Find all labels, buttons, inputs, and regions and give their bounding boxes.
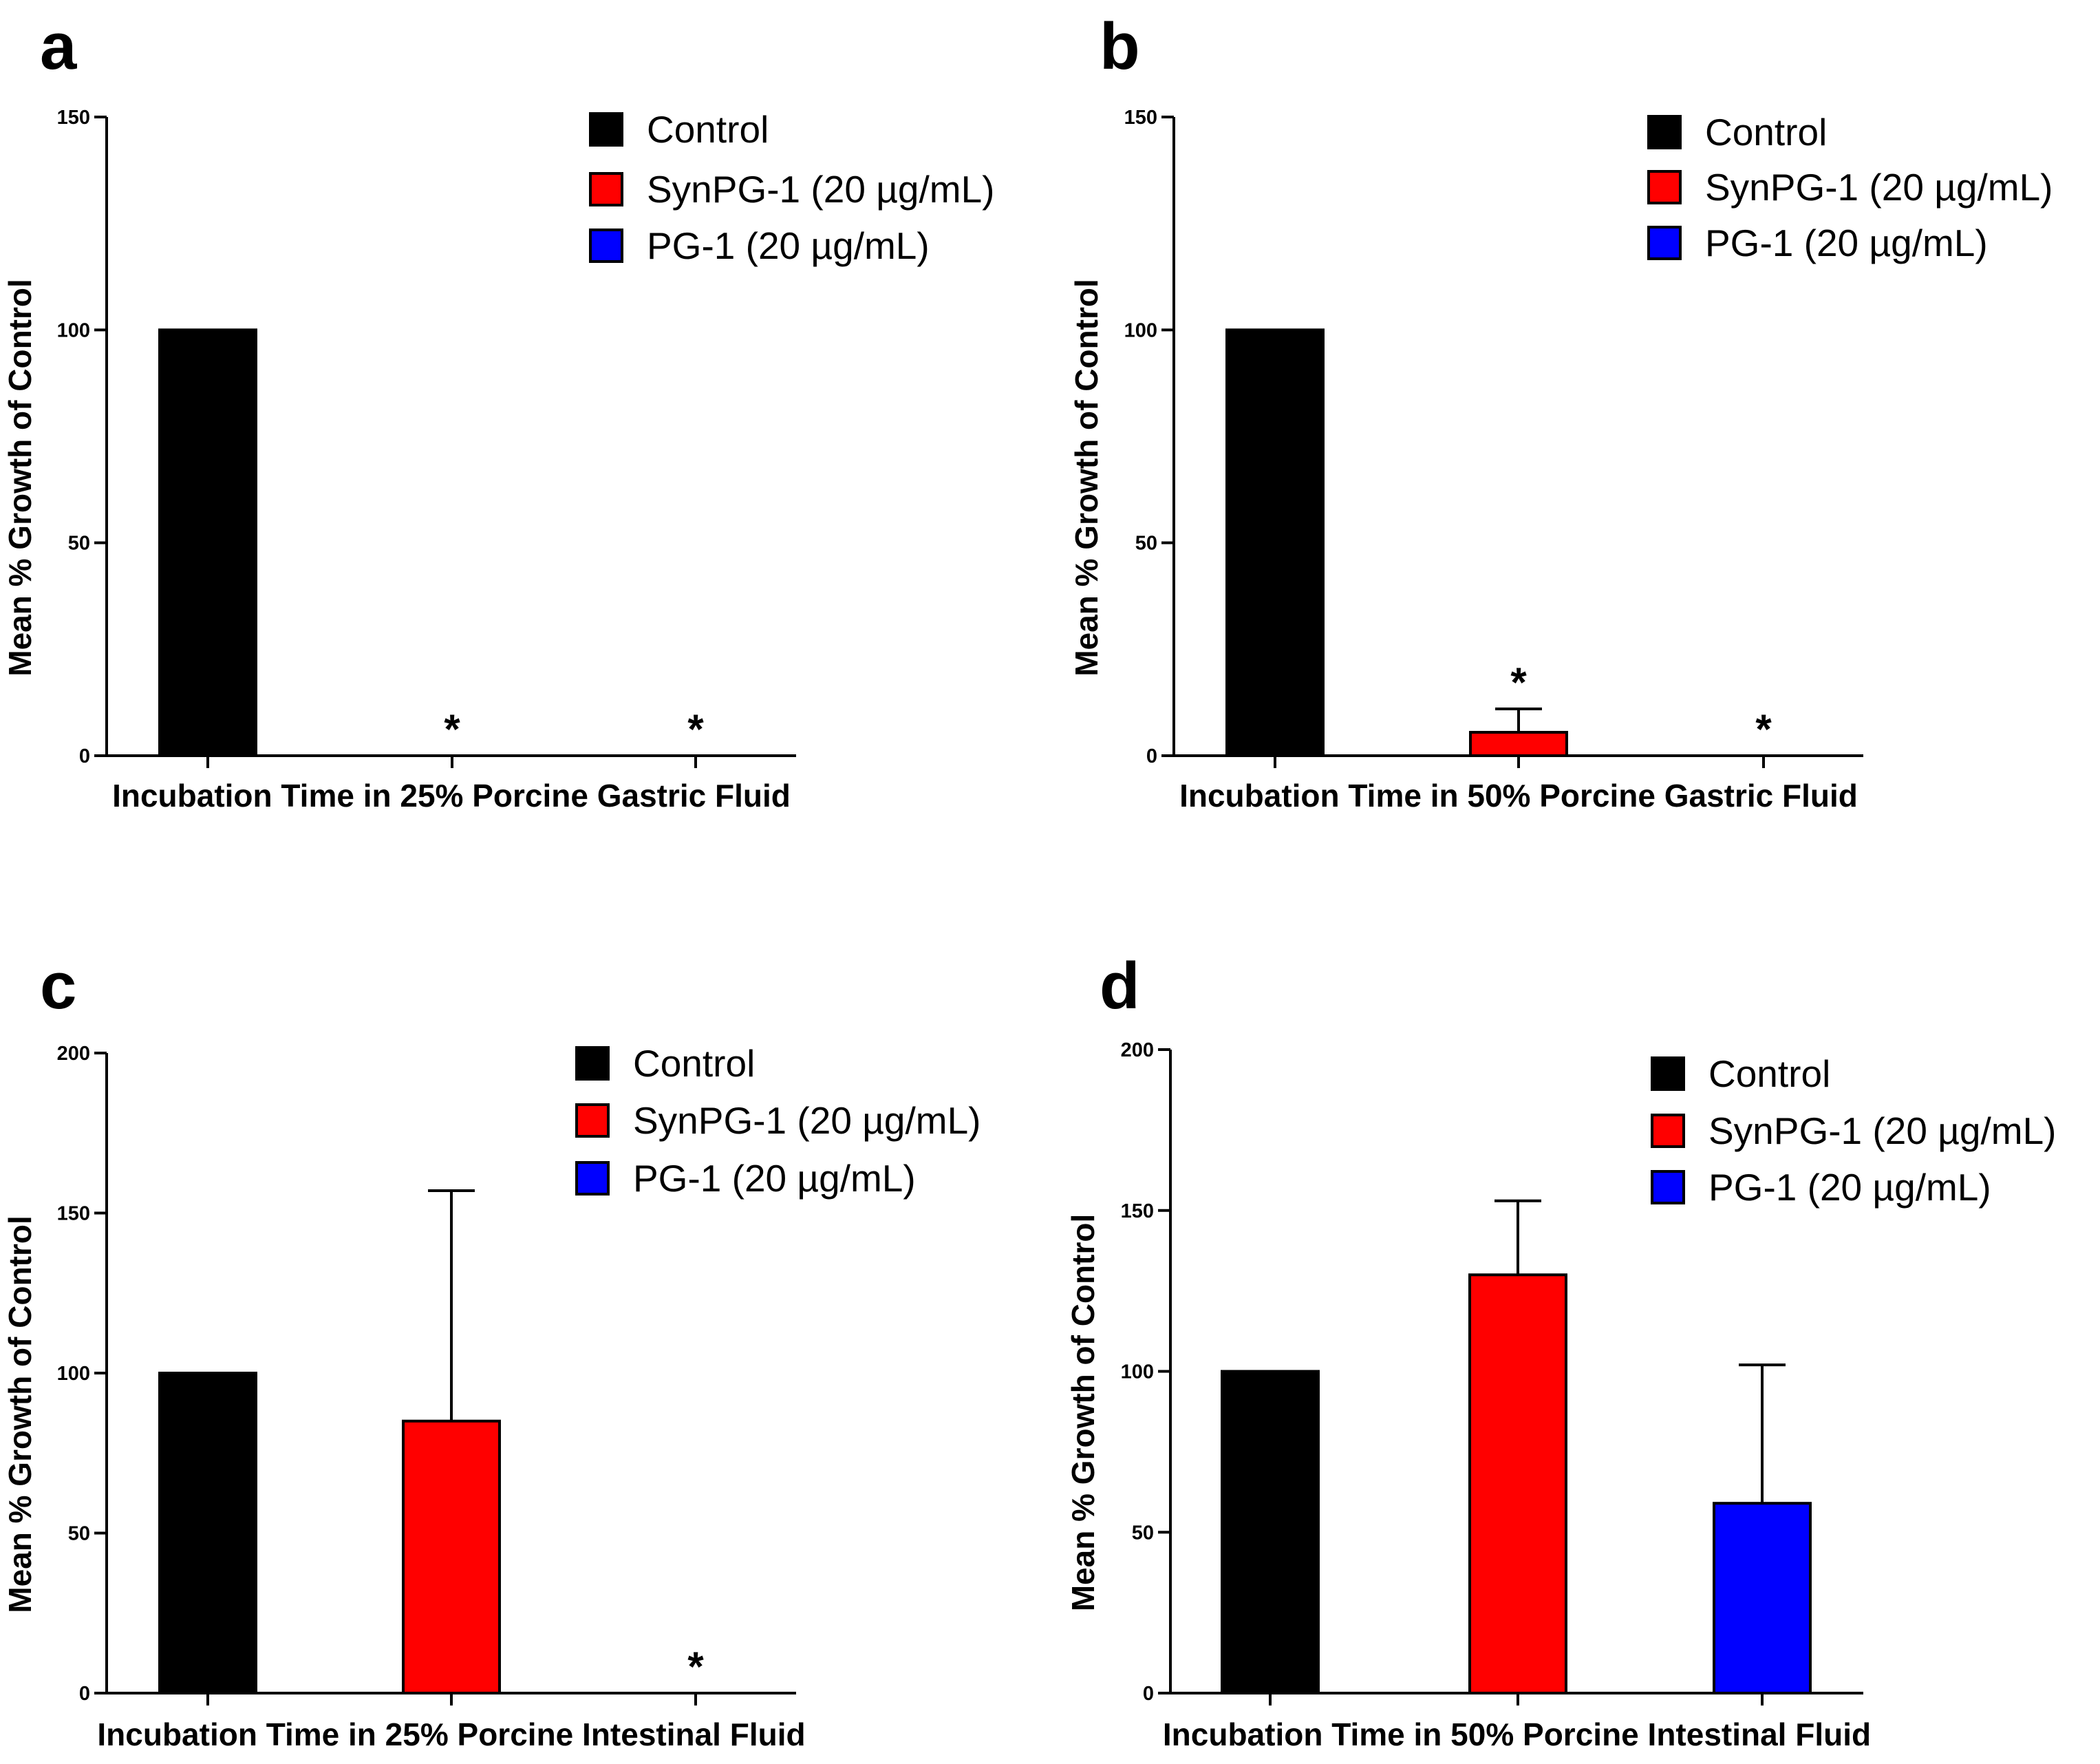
- x-axis-title: Incubation Time in 25% Porcine Gastric F…: [112, 778, 791, 814]
- y-tick-label: 0: [79, 1683, 90, 1705]
- legend-swatch: [589, 112, 623, 147]
- y-tick-label: 150: [1124, 107, 1157, 129]
- panel-c: c * 0 50 100 150 200 Incubation Time in 25% Por…: [2, 949, 981, 1752]
- legend-label: SynPG-1 (20 µg/mL): [647, 168, 994, 211]
- y-tick-label: 50: [68, 533, 90, 555]
- y-tick-label: 100: [57, 319, 90, 341]
- panel-letter: b: [1100, 10, 1140, 83]
- significance-marker: *: [687, 1644, 704, 1690]
- y-tick-label: 0: [79, 745, 90, 767]
- y-tick-label: 100: [57, 1363, 90, 1385]
- y-axis-title: Mean % Growth of Control: [2, 1215, 38, 1613]
- panel-a: a * * 0 50 100 150 Incubation Time in 25% Porci…: [2, 10, 994, 814]
- bar: [1468, 1273, 1567, 1694]
- significance-marker: *: [1755, 706, 1772, 752]
- x-axis-title: Incubation Time in 50% Porcine Intestina…: [1163, 1717, 1871, 1752]
- legend-swatch: [1651, 1170, 1685, 1204]
- significance-marker: *: [444, 706, 460, 752]
- bar: [1713, 1502, 1812, 1695]
- panel-b: b * * 0 50 100 150 Incubation Time in 50% Porci…: [1069, 10, 2053, 814]
- panel-letter: c: [40, 949, 76, 1023]
- y-tick-label: 0: [1143, 1683, 1154, 1705]
- x-axis-title: Incubation Time in 50% Porcine Gastric F…: [1179, 778, 1858, 814]
- bar: [1469, 730, 1568, 758]
- legend-swatch: [575, 1161, 610, 1196]
- legend-swatch: [589, 229, 623, 263]
- y-tick-label: 50: [1135, 533, 1157, 555]
- y-tick-label: 100: [1121, 1361, 1154, 1383]
- legend-swatch: [1647, 170, 1682, 204]
- legend-swatch: [575, 1046, 610, 1081]
- bar: [158, 1372, 257, 1694]
- y-tick-label: 100: [1124, 319, 1157, 341]
- legend-swatch: [1647, 226, 1682, 260]
- bar: [402, 1419, 501, 1694]
- legend-swatch: [1647, 115, 1682, 149]
- y-tick-label: 200: [1121, 1039, 1154, 1061]
- legend-swatch: [589, 172, 623, 206]
- y-tick-label: 0: [1146, 745, 1157, 767]
- y-tick-label: 50: [1132, 1522, 1154, 1544]
- legend-swatch: [1651, 1114, 1685, 1148]
- legend-label: PG-1 (20 µg/mL): [633, 1157, 916, 1200]
- significance-marker: *: [1510, 659, 1527, 705]
- bar: [1221, 1370, 1320, 1694]
- legend-label: SynPG-1 (20 µg/mL): [1705, 166, 2053, 209]
- bar: [1225, 328, 1325, 758]
- panel-letter: d: [1100, 949, 1140, 1023]
- y-tick-label: 50: [68, 1523, 90, 1545]
- panel-d: d 0 50 100 150 200 Incubation Time in 50% Porc…: [1065, 949, 2056, 1752]
- y-tick-label: 150: [1121, 1200, 1154, 1222]
- legend-label: Control: [1708, 1052, 1830, 1095]
- legend-label: SynPG-1 (20 µg/mL): [633, 1099, 981, 1142]
- legend-swatch: [1651, 1056, 1685, 1091]
- bar: [158, 328, 257, 758]
- y-tick-label: 150: [57, 107, 90, 129]
- y-axis-title: Mean % Growth of Control: [1065, 1214, 1101, 1612]
- y-tick-label: 150: [57, 1203, 90, 1225]
- legend-label: Control: [647, 108, 769, 151]
- legend-label: Control: [633, 1042, 755, 1085]
- x-axis-title: Incubation Time in 25% Porcine Intestina…: [97, 1717, 805, 1752]
- legend-label: SynPG-1 (20 µg/mL): [1708, 1109, 2056, 1152]
- significance-marker: *: [687, 706, 704, 752]
- legend-label: Control: [1705, 111, 1827, 153]
- y-axis-title: Mean % Growth of Control: [1069, 279, 1104, 677]
- legend-label: PG-1 (20 µg/mL): [1705, 222, 1988, 264]
- legend-label: PG-1 (20 µg/mL): [1708, 1166, 1991, 1209]
- panel-letter: a: [40, 10, 77, 83]
- legend-swatch: [575, 1103, 610, 1138]
- legend-label: PG-1 (20 µg/mL): [647, 224, 930, 267]
- y-tick-label: 200: [57, 1043, 90, 1065]
- y-axis-title: Mean % Growth of Control: [2, 279, 38, 677]
